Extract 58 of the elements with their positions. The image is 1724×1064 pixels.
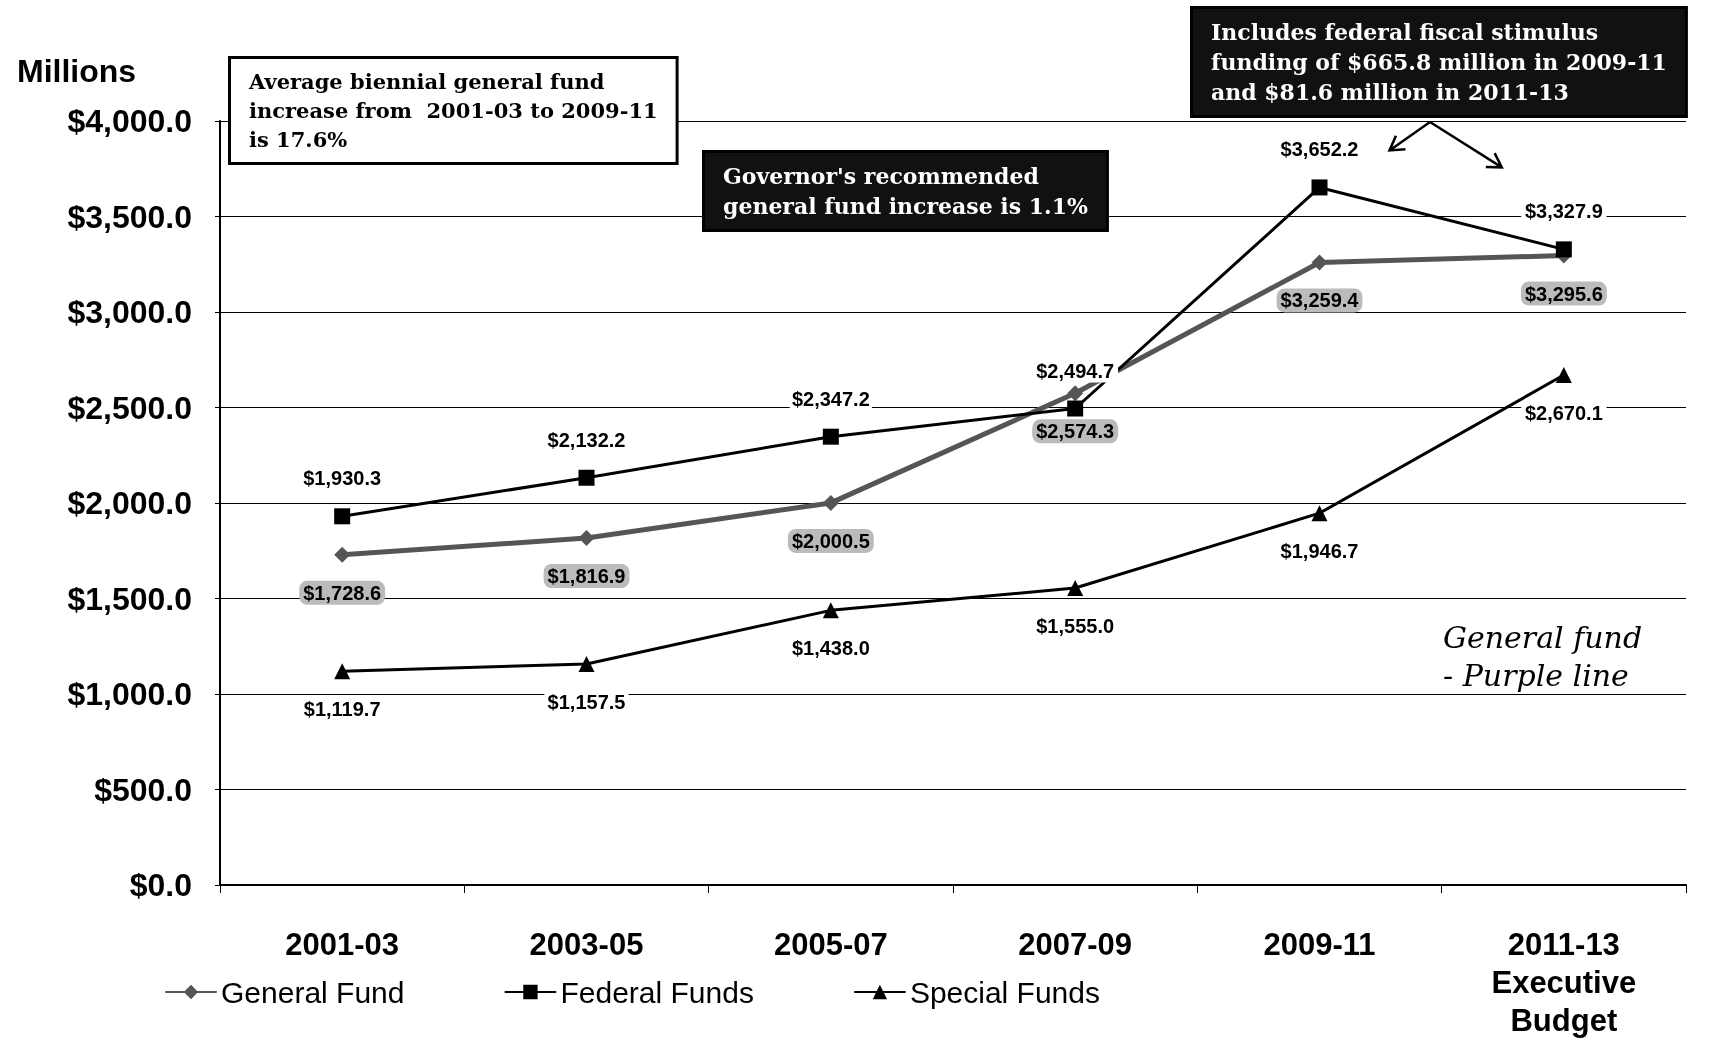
data-label: $1,946.7 [1280, 540, 1359, 563]
annotation: Average biennial general fund increase from 2001-03 to 2009-11 is 17.6% [248, 69, 658, 152]
x-tick-label: 2005-07 [773, 926, 888, 962]
point [578, 469, 595, 486]
annotation: General fund - Purple line [1443, 619, 1643, 693]
data-label: $2,670.1 [1524, 402, 1603, 425]
point [822, 428, 839, 445]
data-label: $1,728.6 [303, 581, 382, 604]
y-tick-label: $2,000.0 [67, 485, 192, 521]
point [1311, 505, 1328, 522]
y-tick-label: $3,000.0 [67, 294, 192, 330]
data-label: $2,574.3 [1036, 420, 1115, 443]
data-label: $2,000.5 [791, 529, 870, 552]
point [578, 655, 595, 672]
point [334, 663, 351, 680]
y-tick-label: $500.0 [94, 771, 192, 808]
point [1311, 254, 1328, 271]
data-label: $2,132.2 [547, 428, 626, 451]
data-label: $1,438.0 [791, 637, 870, 660]
x-tick-label: 2007-09 [1018, 926, 1133, 962]
point [1311, 179, 1328, 196]
y-tick-label: $1,000.0 [67, 676, 192, 712]
point [334, 546, 351, 563]
data-label: $1,157.5 [547, 690, 626, 713]
y-tick-label: $2,500.0 [67, 389, 192, 426]
legend-label: Federal Funds [560, 975, 754, 1009]
point [1067, 385, 1084, 402]
y-axis-title: Millions [17, 53, 137, 89]
annotation: Governor's recommended general fund increase is 1.1% [723, 163, 1089, 219]
data-label: $1,816.9 [547, 564, 626, 587]
data-label: $3,327.9 [1524, 200, 1603, 223]
legend-label: Special Funds [909, 975, 1100, 1009]
text: Includes federal fiscal stimulus funding of $665.8 million in 2009-11 and $81.6 million in 2011-13 [1211, 19, 1667, 105]
x-tick-label: 2009-11 [1263, 926, 1376, 962]
data-label: $1,555.0 [1036, 614, 1115, 637]
data-label: $3,652.2 [1280, 138, 1359, 161]
data-label: $1,930.3 [303, 467, 382, 490]
y-tick-label: $3,500.0 [67, 198, 192, 235]
point [1067, 400, 1084, 417]
data-label: $3,295.6 [1524, 282, 1603, 305]
x-tick-label: 2011-13 Executive Budget [1491, 926, 1637, 1038]
data-label: $3,259.4 [1280, 289, 1360, 312]
y-tick-label: $1,500.0 [67, 580, 192, 617]
point [1555, 367, 1572, 384]
x-tick-label: 2003-05 [529, 926, 644, 962]
data-label: $1,119.7 [303, 698, 381, 721]
point [578, 529, 595, 546]
y-tick-label: $0.0 [129, 867, 192, 903]
point [1555, 241, 1572, 258]
legend-label: General Fund [221, 975, 405, 1009]
x-tick-label: 2001-03 [285, 926, 400, 962]
point [822, 494, 839, 511]
point [822, 602, 839, 619]
data-label: $2,347.2 [791, 387, 870, 410]
point [1067, 579, 1084, 596]
point [334, 508, 351, 525]
y-tick-label: $4,000.0 [67, 103, 192, 139]
data-label: $2,494.7 [1036, 359, 1115, 382]
